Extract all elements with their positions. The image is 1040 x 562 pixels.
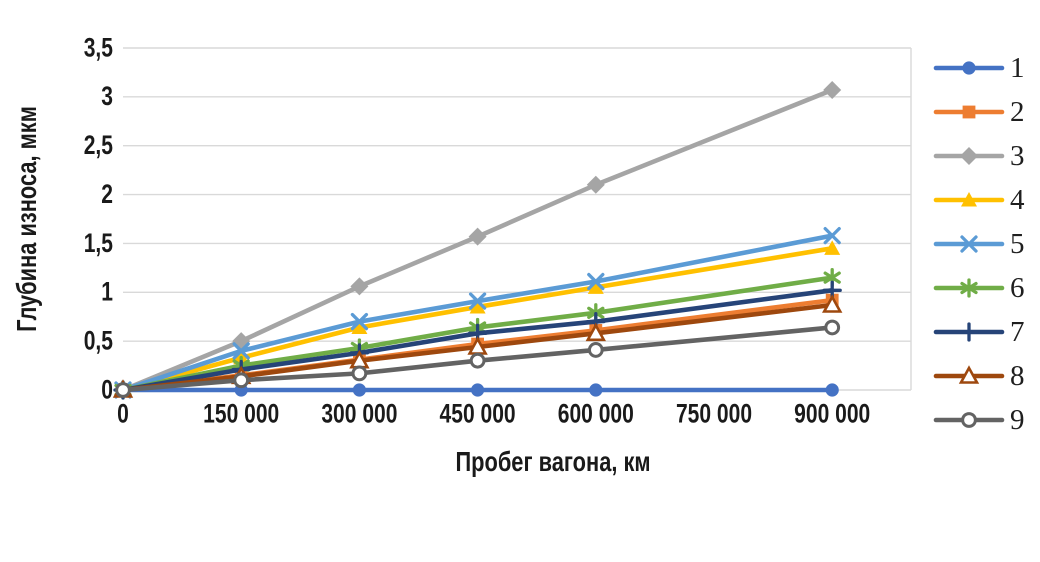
marker-triangle-icon — [824, 240, 841, 255]
x-tick-label: 600 000 — [558, 399, 634, 429]
marker-circle-open-icon — [469, 352, 486, 369]
series-line-7 — [120, 288, 835, 393]
marker-square-icon — [962, 105, 976, 119]
series-line-8 — [120, 302, 835, 393]
y-tick-label: 1 — [101, 277, 113, 307]
marker-circle-open-icon — [233, 372, 250, 389]
marker-circle-open-icon — [351, 365, 368, 382]
legend-item-3: 3 — [933, 140, 1025, 172]
marker-diamond-icon — [586, 175, 605, 194]
legend-item-7: 7 — [933, 316, 1025, 348]
y-tick-label: 1,5 — [84, 228, 113, 258]
legend-label: 5 — [1010, 228, 1025, 260]
marker-asterisk-icon — [960, 278, 978, 298]
marker-circle-icon — [352, 383, 366, 397]
x-tick-label: 0 — [117, 399, 129, 429]
series-line-3 — [120, 87, 835, 393]
legend-label: 8 — [1010, 360, 1025, 392]
y-tick-label: 2,5 — [84, 131, 113, 161]
marker-diamond-icon — [350, 277, 369, 296]
marker-circle-open-icon — [587, 342, 604, 358]
marker-circle-icon — [962, 61, 976, 75]
marker-x-icon — [960, 235, 978, 253]
series-line-6 — [120, 275, 835, 393]
marker-circle-open-icon — [115, 382, 131, 398]
y-axis-title: Глубина износа, мкм — [11, 106, 42, 332]
series-line-9 — [120, 325, 835, 393]
legend-item-6: 6 — [933, 272, 1025, 304]
marker-x-icon — [823, 226, 841, 245]
series-9 — [115, 319, 841, 398]
marker-triangle-icon — [961, 192, 977, 207]
marker-triangle-open-icon — [821, 294, 843, 313]
y-tick-label: 0,5 — [84, 326, 113, 356]
y-tick-label: 3 — [101, 82, 113, 112]
legend-label: 2 — [1010, 96, 1025, 128]
marker-circle-open-icon — [824, 319, 841, 336]
legend-item-9: 9 — [933, 404, 1025, 436]
legend-item-5: 5 — [933, 228, 1025, 260]
marker-circle-icon — [589, 383, 603, 397]
marker-x-icon — [587, 272, 605, 291]
y-tick-label: 3,5 — [84, 33, 113, 63]
series-1 — [116, 383, 839, 397]
legend-label: 6 — [1010, 272, 1025, 304]
legend-label: 9 — [1010, 404, 1025, 436]
series-line-5 — [120, 233, 835, 393]
marker-x-icon — [350, 312, 369, 331]
legend-item-2: 2 — [933, 96, 1025, 128]
x-tick-label: 450 000 — [440, 399, 516, 429]
series-line-4 — [120, 246, 835, 393]
legend-item-1: 1 — [933, 52, 1025, 84]
y-tick-label: 2 — [101, 180, 113, 210]
x-tick-label: 300 000 — [321, 399, 397, 429]
x-tick-label: 750 000 — [676, 399, 752, 429]
legend-label: 3 — [1010, 140, 1025, 172]
marker-diamond-icon — [468, 227, 487, 246]
marker-diamond-icon — [823, 81, 842, 100]
legend-label: 4 — [1010, 184, 1025, 216]
marker-circle-icon — [825, 383, 839, 397]
x-tick-label: 150 000 — [203, 399, 279, 429]
marker-triangle-icon — [469, 298, 486, 314]
marker-x-icon — [468, 292, 487, 310]
y-tick-label: 0 — [101, 375, 113, 405]
legend-item-8: 8 — [933, 360, 1025, 392]
marker-circle-icon — [471, 383, 485, 397]
x-tick-label: 900 000 — [794, 399, 870, 429]
legend-label: 1 — [1010, 52, 1025, 84]
marker-diamond-icon — [960, 147, 978, 165]
marker-triangle-open-icon — [585, 322, 607, 342]
marker-x-icon — [232, 342, 250, 360]
marker-triangle-icon — [587, 279, 604, 294]
legend-label: 7 — [1010, 316, 1025, 348]
legend-item-4: 4 — [933, 184, 1025, 216]
x-axis-title: Пробег вагона, км — [455, 446, 650, 477]
marker-plus-icon — [959, 322, 979, 342]
marker-triangle-icon — [351, 319, 368, 334]
marker-triangle-open-icon — [958, 365, 980, 384]
marker-circle-open-icon — [961, 412, 977, 428]
